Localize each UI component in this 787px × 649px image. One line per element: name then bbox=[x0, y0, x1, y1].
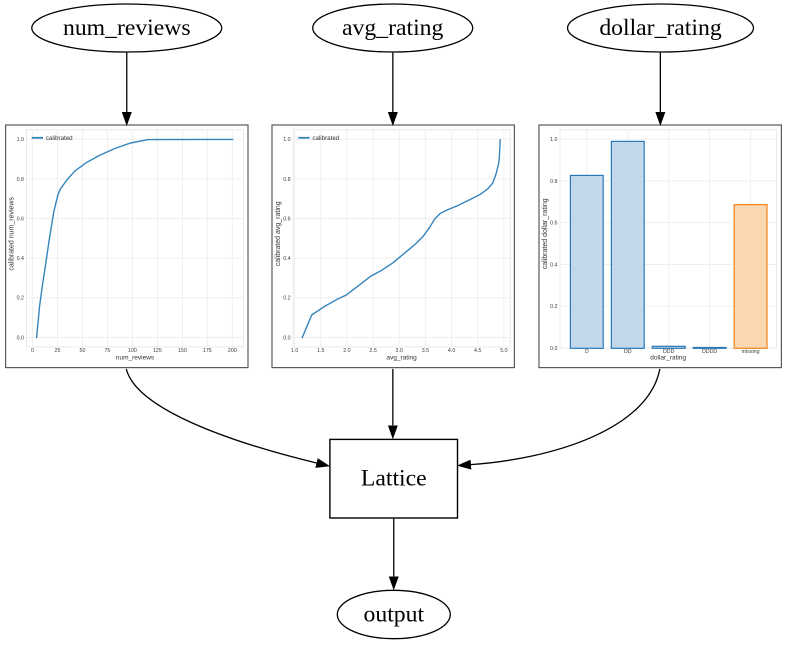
svg-text:dollar_rating: dollar_rating bbox=[650, 355, 686, 362]
svg-text:DD: DD bbox=[624, 349, 632, 355]
svg-text:0.4: 0.4 bbox=[17, 256, 24, 262]
svg-text:0.0: 0.0 bbox=[550, 346, 557, 352]
svg-text:200: 200 bbox=[228, 348, 237, 354]
svg-text:D: D bbox=[585, 349, 589, 355]
svg-text:calibrated num_reviews: calibrated num_reviews bbox=[9, 197, 16, 271]
svg-text:0.2: 0.2 bbox=[17, 296, 24, 302]
svg-text:0.4: 0.4 bbox=[283, 256, 290, 262]
svg-text:100: 100 bbox=[128, 348, 137, 354]
svg-text:50: 50 bbox=[80, 348, 86, 354]
svg-text:150: 150 bbox=[178, 348, 187, 354]
svg-text:2.0: 2.0 bbox=[343, 348, 350, 354]
svg-text:0.6: 0.6 bbox=[283, 216, 290, 222]
svg-text:calibrated dollar_rating: calibrated dollar_rating bbox=[542, 198, 549, 269]
svg-text:3.5: 3.5 bbox=[422, 348, 429, 354]
svg-text:calibrated avg_rating: calibrated avg_rating bbox=[275, 201, 282, 266]
svg-text:125: 125 bbox=[153, 348, 162, 354]
svg-text:0.0: 0.0 bbox=[283, 335, 290, 341]
svg-text:175: 175 bbox=[203, 348, 212, 354]
svg-text:1.0: 1.0 bbox=[17, 137, 24, 143]
svg-text:avg_rating: avg_rating bbox=[342, 15, 443, 41]
svg-text:num_reviews: num_reviews bbox=[63, 15, 191, 41]
svg-text:0.6: 0.6 bbox=[17, 216, 24, 222]
svg-text:4.5: 4.5 bbox=[474, 348, 481, 354]
svg-text:1.0: 1.0 bbox=[550, 137, 557, 143]
svg-text:75: 75 bbox=[104, 348, 110, 354]
svg-text:calibrated: calibrated bbox=[312, 135, 339, 142]
svg-text:output: output bbox=[364, 602, 425, 628]
svg-text:0.0: 0.0 bbox=[17, 335, 24, 341]
svg-text:1.0: 1.0 bbox=[291, 348, 298, 354]
svg-text:num_reviews: num_reviews bbox=[116, 355, 155, 362]
svg-text:4.0: 4.0 bbox=[448, 348, 455, 354]
svg-text:0.8: 0.8 bbox=[283, 177, 290, 183]
svg-text:avg_rating: avg_rating bbox=[386, 355, 417, 362]
svg-text:0.6: 0.6 bbox=[550, 221, 557, 227]
svg-text:1.5: 1.5 bbox=[317, 348, 324, 354]
svg-text:0.2: 0.2 bbox=[283, 296, 290, 302]
svg-text:5.0: 5.0 bbox=[500, 348, 507, 354]
svg-text:dollar_rating: dollar_rating bbox=[599, 15, 722, 41]
svg-text:2.5: 2.5 bbox=[369, 348, 376, 354]
svg-text:calibrated: calibrated bbox=[46, 135, 73, 142]
svg-text:missing: missing bbox=[742, 349, 760, 355]
svg-text:0.8: 0.8 bbox=[550, 179, 557, 185]
svg-text:0.2: 0.2 bbox=[550, 304, 557, 310]
svg-text:25: 25 bbox=[55, 348, 61, 354]
svg-text:1.0: 1.0 bbox=[283, 137, 290, 143]
svg-text:3.0: 3.0 bbox=[396, 348, 403, 354]
svg-text:0: 0 bbox=[31, 348, 34, 354]
svg-text:DDDD: DDDD bbox=[702, 349, 717, 355]
svg-text:DDD: DDD bbox=[663, 349, 675, 355]
svg-text:0.8: 0.8 bbox=[17, 177, 24, 183]
svg-text:Lattice: Lattice bbox=[361, 466, 427, 492]
svg-text:0.4: 0.4 bbox=[550, 262, 557, 268]
